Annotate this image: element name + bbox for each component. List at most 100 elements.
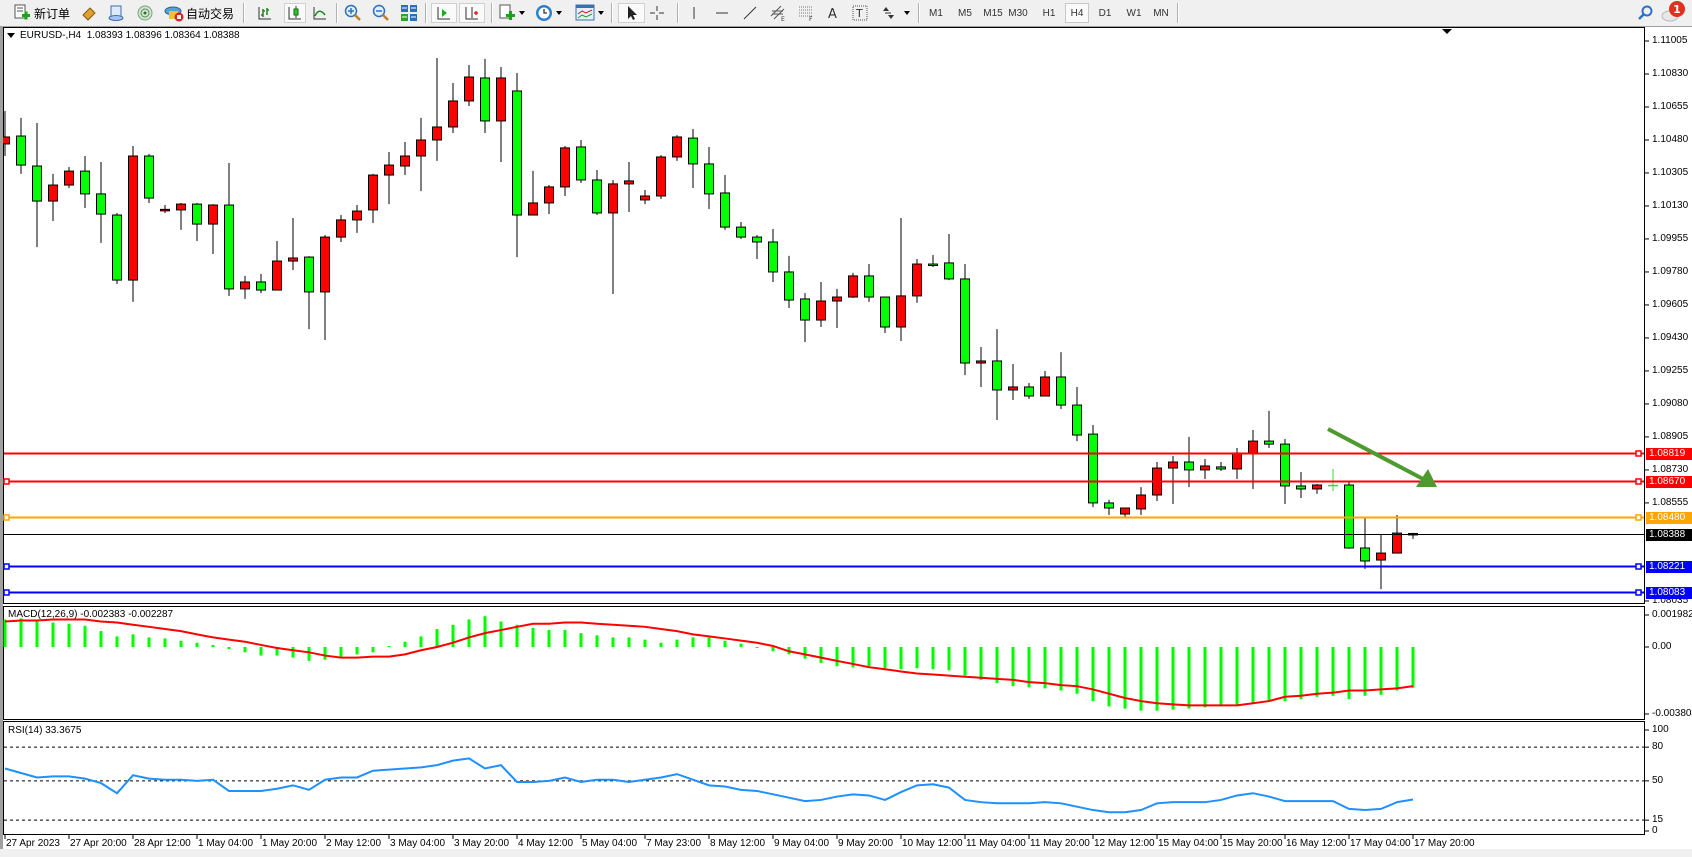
macd-histogram-bar: [3, 619, 7, 647]
navigator-icon[interactable]: [136, 3, 154, 23]
timeframe-m15[interactable]: M15: [983, 7, 1003, 19]
macd-histogram-bar: [67, 623, 71, 647]
price-tick-label: 1.09255: [1652, 364, 1689, 376]
candle: [704, 146, 714, 209]
new-chart-dropdown[interactable]: [519, 11, 525, 15]
macd-histogram-bar: [1075, 647, 1079, 694]
market-watch-icon[interactable]: [80, 3, 98, 23]
candle-body: [1232, 452, 1242, 470]
macd-histogram-bar: [547, 630, 551, 647]
macd-histogram-bar: [259, 647, 263, 656]
candle: [880, 296, 890, 334]
new-order-button[interactable]: 新订单: [34, 7, 71, 21]
candle-body: [416, 139, 426, 157]
arrows-icon[interactable]: [879, 3, 897, 23]
window-left-border: [0, 26, 3, 857]
timeframe-m30[interactable]: M30: [1008, 7, 1028, 19]
equidistant-channel-icon[interactable]: E: [768, 3, 788, 23]
horizontal-line-icon[interactable]: [713, 3, 731, 23]
vertical-line-icon[interactable]: [686, 3, 702, 23]
macd-histogram-bar: [115, 636, 119, 647]
zoom-in-icon[interactable]: [343, 3, 363, 23]
notification-badge[interactable]: 1: [1669, 1, 1685, 17]
candle-body: [864, 275, 874, 298]
cursor-icon[interactable]: [618, 3, 645, 23]
candle: [1040, 370, 1050, 397]
text-icon[interactable]: A: [825, 3, 841, 23]
candle-body: [224, 204, 234, 290]
candle-body: [448, 100, 458, 128]
macd-histogram-bar: [275, 647, 279, 656]
new-order-icon[interactable]: [12, 3, 32, 23]
candle-body: [752, 236, 762, 243]
periods-dropdown[interactable]: [556, 11, 562, 15]
new-chart-icon[interactable]: [497, 3, 517, 23]
horizontal-line[interactable]: [3, 478, 1644, 485]
rsi-tick-label: 15: [1652, 814, 1664, 826]
candle-body: [192, 203, 202, 225]
candle-body: [1280, 443, 1290, 487]
text-label-icon[interactable]: T: [851, 3, 869, 23]
horizontal-line[interactable]: [3, 589, 1644, 596]
candle-body: [1168, 461, 1178, 469]
candle: [832, 288, 842, 328]
auto-trading-icon[interactable]: [164, 3, 184, 23]
candle-body: [496, 77, 506, 122]
macd-histogram-bar: [371, 647, 375, 653]
horizontal-line[interactable]: [3, 514, 1644, 521]
timeframe-h1[interactable]: H1: [1042, 7, 1056, 19]
macd-histogram-bar: [35, 621, 39, 647]
macd-histogram-bar: [1251, 647, 1255, 704]
trend-arrow[interactable]: [1327, 427, 1437, 487]
candle: [1328, 468, 1338, 492]
chart-shift-icon[interactable]: [459, 3, 485, 23]
timeframe-m1[interactable]: M1: [929, 7, 943, 19]
candle: [416, 117, 426, 192]
tile-windows-icon[interactable]: [399, 3, 419, 23]
price-line-label: 1.08670: [1646, 475, 1692, 488]
crosshair-icon[interactable]: [648, 3, 666, 23]
candle-body: [976, 360, 986, 364]
line-anchor-handle: [3, 589, 10, 596]
macd-histogram-bar: [1379, 647, 1383, 695]
macd-histogram-bar: [147, 637, 151, 647]
bar-chart-icon[interactable]: [255, 3, 275, 23]
macd-histogram-bar: [1059, 647, 1063, 691]
fibonacci-icon[interactable]: F: [796, 3, 816, 23]
header-dropdown-icon[interactable]: [7, 33, 15, 38]
macd-histogram-bar: [1187, 647, 1191, 709]
data-window-icon[interactable]: [107, 3, 125, 23]
candle-body: [16, 135, 26, 166]
candle-body: [1104, 502, 1114, 509]
periods-clock-icon[interactable]: [534, 3, 554, 23]
auto-trading-button[interactable]: 自动交易: [186, 7, 235, 21]
price-tick-label: 1.10130: [1652, 199, 1689, 211]
candle: [656, 155, 666, 199]
macd-histogram-bar: [1027, 647, 1031, 688]
timeframe-d1[interactable]: D1: [1098, 7, 1112, 19]
templates-icon[interactable]: [574, 3, 596, 23]
horizontal-line[interactable]: [3, 563, 1644, 570]
macd-histogram-bar: [1091, 647, 1095, 702]
timeframe-w1[interactable]: W1: [1126, 7, 1142, 19]
time-tick-label: 3 May 20:00: [454, 838, 510, 849]
search-icon[interactable]: [1636, 3, 1654, 23]
macd-histogram-bar: [819, 647, 823, 663]
toolbar-separator: [491, 3, 493, 23]
timeframe-m5[interactable]: M5: [958, 7, 972, 19]
templates-dropdown[interactable]: [598, 11, 604, 15]
arrows-dropdown[interactable]: [904, 11, 910, 15]
macd-histogram-bar: [595, 635, 599, 647]
timeframe-mn[interactable]: MN: [1153, 7, 1169, 19]
timeframe-h4[interactable]: H4: [1065, 3, 1089, 23]
chart-shift-marker-icon[interactable]: [1442, 29, 1452, 34]
candle-body: [1360, 547, 1370, 562]
price-axis: [1645, 40, 1649, 602]
zoom-out-icon[interactable]: [371, 3, 391, 23]
candlestick-chart-icon[interactable]: [284, 3, 306, 23]
trendline-icon[interactable]: [741, 3, 759, 23]
auto-scroll-icon[interactable]: [431, 3, 457, 23]
line-chart-icon[interactable]: [310, 3, 330, 23]
toolbar-separator: [1177, 3, 1179, 23]
